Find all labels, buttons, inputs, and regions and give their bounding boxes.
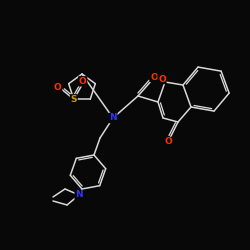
- Text: N: N: [75, 190, 83, 200]
- Text: O: O: [54, 83, 62, 92]
- Text: O: O: [158, 74, 166, 84]
- Text: S: S: [70, 95, 77, 104]
- Text: O: O: [150, 72, 158, 82]
- Text: O: O: [79, 77, 87, 86]
- Text: O: O: [164, 138, 172, 146]
- Text: N: N: [109, 114, 117, 122]
